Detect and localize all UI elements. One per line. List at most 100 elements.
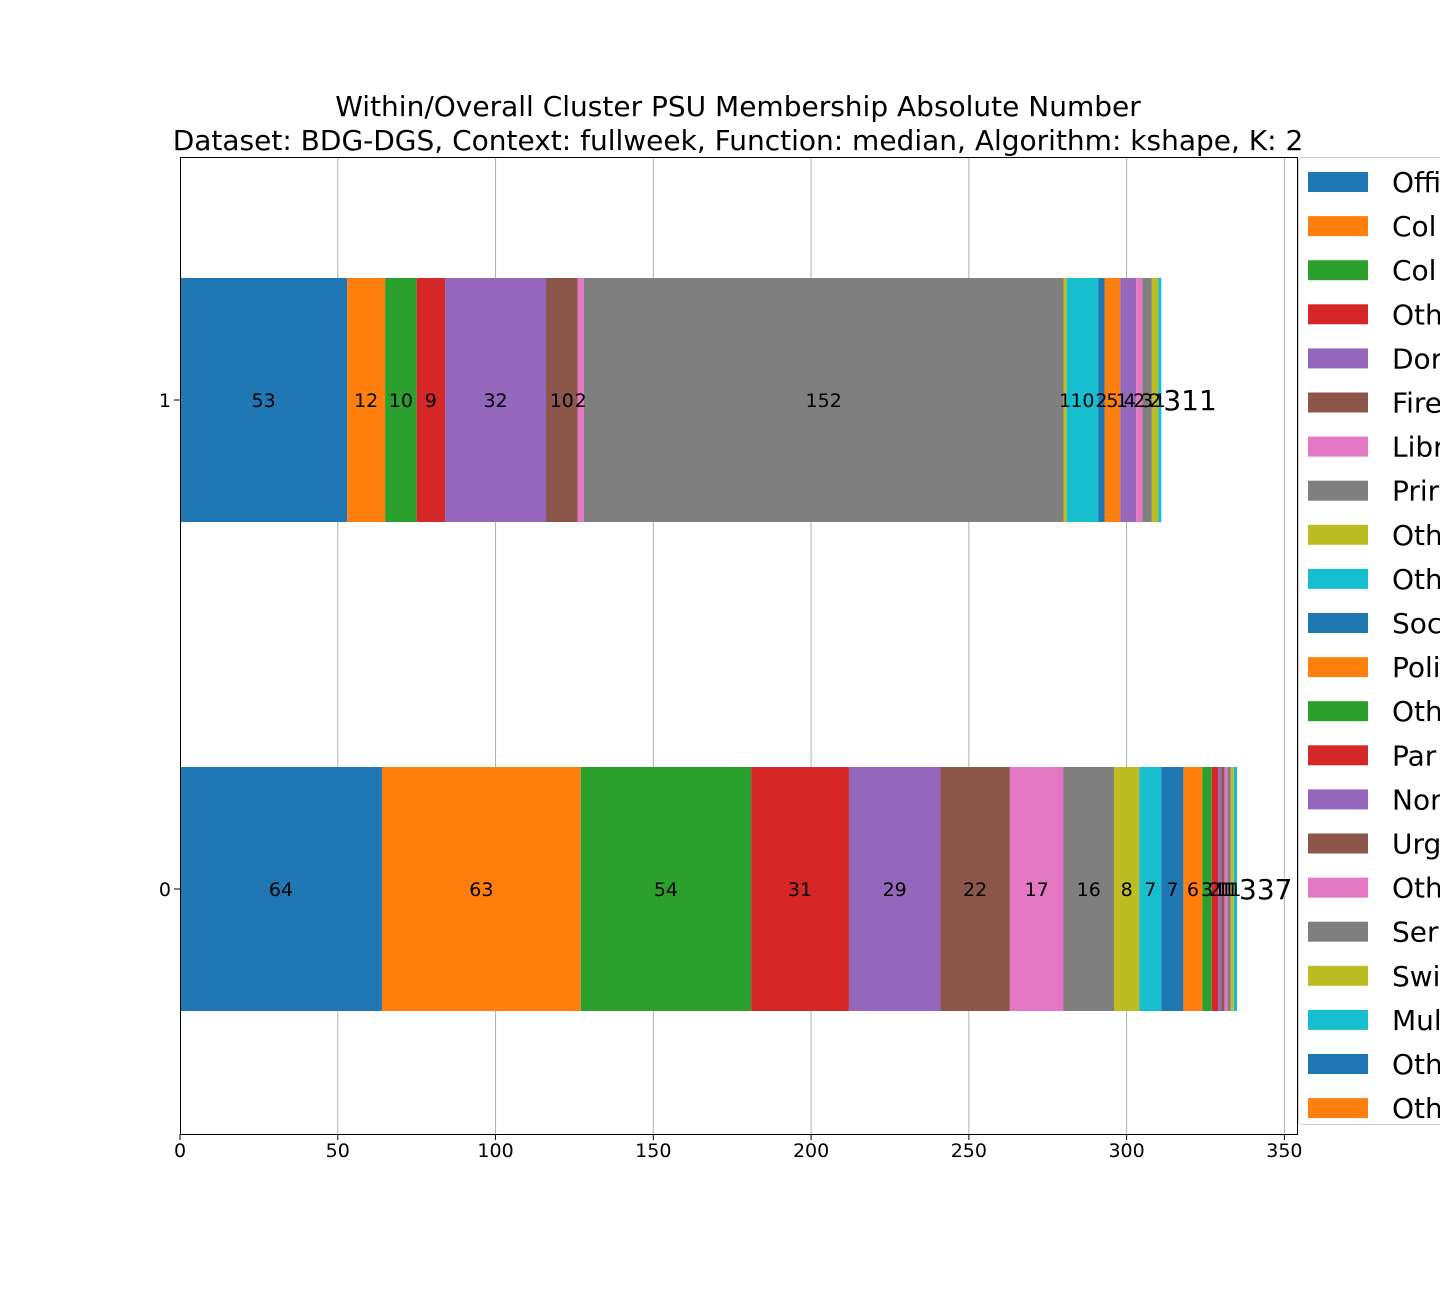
bar-segment (180, 767, 382, 1011)
bar-segment (1183, 767, 1203, 1011)
segment-label: 2 (575, 390, 587, 412)
segment-label: 22 (963, 879, 987, 901)
legend-swatch (1308, 657, 1368, 678)
segment-label: 53 (252, 390, 276, 412)
bar-segment (1224, 767, 1228, 1011)
legend-swatch (1308, 392, 1368, 413)
segment-label: 54 (654, 879, 678, 901)
bar-segment (416, 278, 446, 522)
segment-label: 9 (425, 390, 437, 412)
bar-segment (940, 767, 1010, 1011)
legend-label: Oth (1392, 519, 1440, 552)
chart-title: Within/Overall Cluster PSU Membership Ab… (335, 90, 1141, 123)
bar-segment (1233, 767, 1238, 1011)
legend-swatch (1308, 789, 1368, 810)
segment-label: 29 (883, 879, 907, 901)
legend-label: Urg (1392, 828, 1440, 861)
legend-label: Oth (1392, 563, 1440, 596)
legend-label: Dor (1392, 342, 1440, 375)
legend-swatch (1308, 921, 1368, 942)
segment-label: 63 (469, 879, 493, 901)
bar-segment (1120, 278, 1124, 522)
segment-label: 1 (1217, 879, 1229, 901)
legend-swatch (1308, 304, 1368, 325)
segment-label: 152 (806, 390, 842, 412)
bar-segment (385, 278, 417, 522)
bar-segment (1136, 278, 1143, 522)
legend-swatch (1308, 965, 1368, 986)
segment-label: 2 (1209, 879, 1221, 901)
legend-label: Soc (1392, 607, 1440, 640)
plot-frame (180, 157, 1298, 1135)
legend: Offi Col Col Oth Dor Fire Libr Prir Oth Oth Soc Pol… (1298, 157, 1440, 1125)
segment-label: 1 (1220, 879, 1232, 901)
legend-label: Oth (1392, 298, 1440, 331)
legend-label: Oth (1392, 695, 1440, 728)
segment-label: 32 (483, 390, 507, 412)
segment-label: 7 (1166, 879, 1178, 901)
legend-swatch (1308, 877, 1368, 898)
segment-label: 1 (1116, 390, 1128, 412)
bar-segment (445, 278, 547, 522)
bar-segment (1139, 767, 1162, 1011)
segment-label: 10 (389, 390, 413, 412)
bar-segment (1211, 767, 1219, 1011)
x-tick-label: 100 (477, 1140, 513, 1162)
segment-label: 2 (1095, 390, 1107, 412)
legend-label: Col (1392, 254, 1436, 287)
bar-segment (1218, 767, 1222, 1011)
segment-label: 8 (1121, 879, 1133, 901)
bar-segment (1161, 767, 1184, 1011)
segment-label: 3 (1201, 879, 1213, 901)
bar-segment (751, 767, 849, 1011)
bars (180, 278, 1238, 1011)
bar-segment (347, 278, 386, 522)
bar-segment (381, 767, 581, 1011)
legend-label: Par (1392, 739, 1437, 772)
x-tick-label: 350 (1266, 1140, 1302, 1162)
segment-label: 17 (1025, 879, 1049, 901)
bar-segment (1063, 767, 1114, 1011)
bar-segment (1202, 767, 1212, 1011)
bar-total-label: 311 (1163, 384, 1216, 417)
segment-label: 1 (1214, 879, 1226, 901)
legend-label: Libr (1392, 431, 1440, 464)
segment-label: 1 (1226, 879, 1238, 901)
segment-label: 5 (1106, 390, 1118, 412)
legend-swatch (1308, 216, 1368, 237)
bar-segment (1009, 767, 1064, 1011)
legend-swatch (1308, 613, 1368, 633)
legend-swatch (1308, 348, 1368, 369)
segment-label: 31 (788, 879, 812, 901)
bar-segment (577, 278, 584, 522)
bar-segment (1098, 278, 1105, 522)
legend-swatch (1308, 833, 1368, 854)
segment-label: 3 (1141, 390, 1153, 412)
segment-label: 10 (550, 390, 574, 412)
segment-label: 1 (1229, 879, 1241, 901)
bar-segment (580, 767, 752, 1011)
x-tick-label: 250 (951, 1140, 987, 1162)
legend-label: Oth (1392, 1048, 1440, 1081)
bar-segment (1158, 278, 1162, 522)
legend-label: Poli (1392, 651, 1440, 684)
legend-label: Offi (1392, 166, 1440, 199)
legend-label: Swi (1392, 960, 1440, 993)
x-tick-label: 50 (326, 1140, 350, 1162)
x-tick-label: 200 (793, 1140, 829, 1162)
segment-label: 7 (1144, 879, 1156, 901)
y-tick-label: 1 (159, 390, 171, 412)
legend-label: Oth (1392, 1092, 1440, 1125)
segment-label: 64 (269, 879, 293, 901)
bar-segment (1123, 278, 1137, 522)
x-tick-label: 300 (1108, 1140, 1144, 1162)
bar-segment (1142, 278, 1152, 522)
bar-segment (583, 278, 1064, 522)
legend-swatch (1308, 1009, 1368, 1030)
bar-segment (1151, 278, 1159, 522)
segment-label: 12 (354, 390, 378, 412)
segment-label: 16 (1077, 879, 1101, 901)
legend-swatch (1308, 436, 1368, 457)
